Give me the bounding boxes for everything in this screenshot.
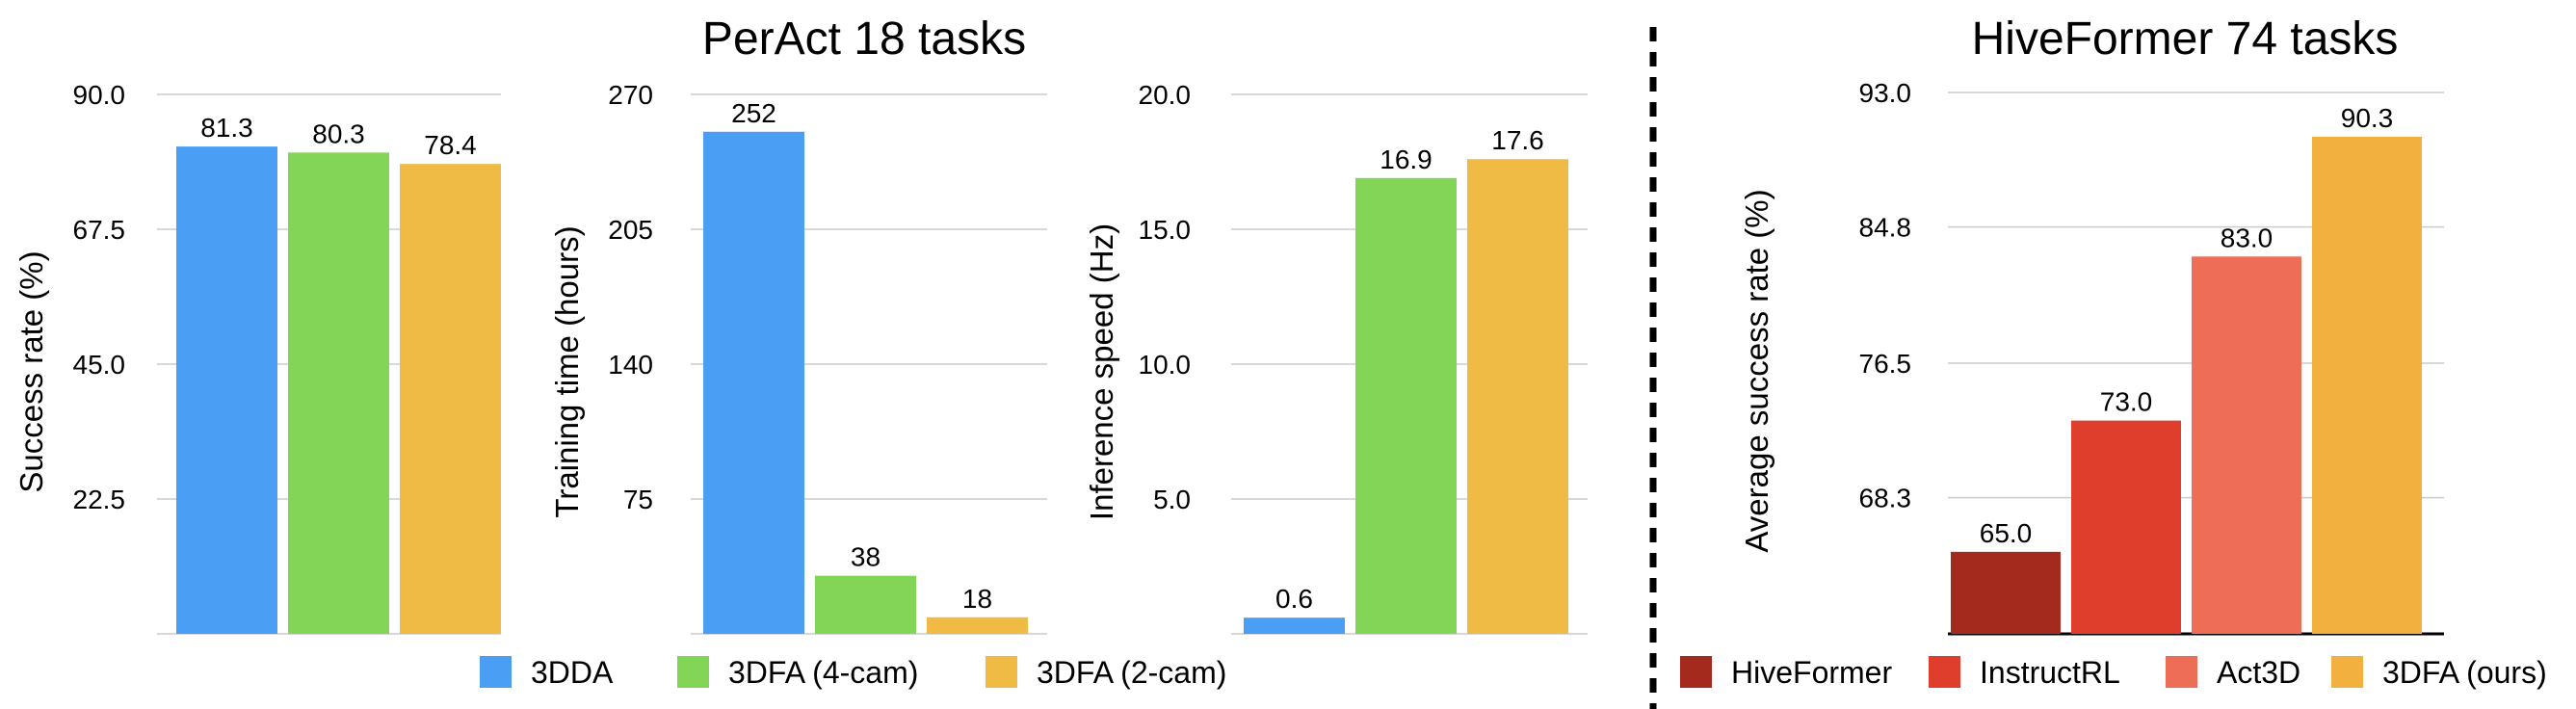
bar-3dda bbox=[1244, 617, 1345, 634]
value-label-3dda: 252 bbox=[731, 98, 776, 128]
y-tick-label: 93.0 bbox=[1859, 78, 1912, 108]
legend-label-3dfa-4cam: 3DFA (4-cam) bbox=[728, 655, 918, 690]
legend-swatch-3dda bbox=[480, 656, 512, 688]
hiveformer-success-chart: 68.3 76.5 84.8 93.0 65.0 73.0 83.0 90.3 Average … bbox=[1739, 78, 2444, 636]
bar-3dfa-4-cam bbox=[1355, 177, 1457, 635]
bar-3dfa-2-cam bbox=[927, 617, 1028, 634]
value-label-hiveformer: 65.0 bbox=[1980, 518, 2033, 548]
y-tick-label: 67.5 bbox=[73, 215, 126, 245]
left-legend: 3DDA 3DFA (4-cam) 3DFA (2-cam) bbox=[480, 655, 1226, 690]
y-tick-label: 10.0 bbox=[1139, 350, 1192, 380]
legend-label-act3d: Act3D bbox=[2217, 655, 2300, 690]
legend-swatch-act3d bbox=[2166, 656, 2197, 688]
legend-label-3dda: 3DDA bbox=[531, 655, 614, 690]
legend-label-3dfa-2cam: 3DFA (2-cam) bbox=[1037, 655, 1226, 690]
value-label-instructrl: 73.0 bbox=[2100, 387, 2153, 417]
y-tick-label: 76.5 bbox=[1859, 349, 1912, 379]
value-label-3dfa-ours: 90.3 bbox=[2341, 103, 2394, 133]
legend-swatch-3dfa-4cam bbox=[677, 656, 709, 688]
y-tick-label: 270 bbox=[608, 80, 653, 110]
legend-label-hiveformer: HiveFormer bbox=[1731, 655, 1892, 690]
y-tick-label: 90.0 bbox=[73, 80, 126, 110]
value-label-3dda: 0.6 bbox=[1275, 584, 1313, 614]
legend-label-3dfa-ours: 3DFA (ours) bbox=[2382, 655, 2547, 690]
value-label-3dfa-2-cam: 18 bbox=[962, 584, 992, 614]
y-tick-label: 140 bbox=[608, 350, 653, 380]
value-label-3dfa-4-cam: 16.9 bbox=[1380, 144, 1433, 174]
bar-3dfa-4-cam bbox=[815, 575, 916, 634]
training-time-chart: 75 140 205 270 252 38 18 Training time (hours) bbox=[549, 80, 1047, 635]
bar-hiveformer bbox=[1951, 551, 2061, 634]
legend-label-instructrl: InstructRL bbox=[1980, 655, 2120, 690]
y-axis-label: Training time (hours) bbox=[549, 225, 585, 517]
y-tick-label: 84.8 bbox=[1859, 213, 1912, 243]
bar-instructrl bbox=[2071, 420, 2181, 634]
bar-act3d bbox=[2192, 256, 2301, 634]
value-label-act3d: 83.0 bbox=[2221, 223, 2274, 252]
value-label-3dfa-2-cam: 17.6 bbox=[1491, 125, 1544, 155]
bar-3dfa-2-cam bbox=[400, 164, 501, 634]
y-axis-label: Inference speed (Hz) bbox=[1084, 223, 1119, 520]
bar-3dda bbox=[176, 146, 277, 634]
legend-swatch-3dfa-ours bbox=[2331, 656, 2363, 688]
y-tick-label: 20.0 bbox=[1139, 80, 1192, 110]
bar-3dda bbox=[703, 131, 804, 634]
bar-3dfa-4-cam bbox=[288, 152, 389, 634]
y-tick-label: 22.5 bbox=[73, 485, 126, 514]
legend-swatch-3dfa-2cam bbox=[986, 656, 1017, 688]
y-tick-label: 68.3 bbox=[1859, 484, 1912, 513]
y-tick-label: 45.0 bbox=[73, 350, 126, 380]
right-legend: HiveFormer InstructRL Act3D 3DFA (ours) bbox=[1680, 655, 2547, 690]
value-label-3dda: 81.3 bbox=[200, 113, 253, 143]
legend-swatch-instructrl bbox=[1929, 656, 1960, 688]
value-label-3dfa-4-cam: 38 bbox=[851, 542, 881, 572]
y-tick-label: 5.0 bbox=[1153, 485, 1191, 514]
bar-3dfa-2-cam bbox=[1467, 159, 1568, 634]
y-axis-label: Success rate (%) bbox=[13, 250, 49, 492]
y-tick-label: 205 bbox=[608, 215, 653, 245]
value-label-3dfa-2-cam: 78.4 bbox=[424, 130, 477, 160]
value-label-3dfa-4-cam: 80.3 bbox=[312, 118, 365, 148]
legend-swatch-hiveformer bbox=[1680, 656, 1712, 688]
right-group-title: HiveFormer 74 tasks bbox=[1972, 13, 2399, 65]
inference-speed-chart: 5.0 10.0 15.0 20.0 0.6 16.9 17.6 Inference spee… bbox=[1084, 80, 1588, 635]
y-tick-label: 15.0 bbox=[1139, 215, 1192, 245]
left-group-title: PerAct 18 tasks bbox=[702, 13, 1026, 65]
y-axis-label: Average success rate (%) bbox=[1739, 189, 1774, 552]
y-tick-label: 75 bbox=[623, 485, 653, 514]
bar-3dfa-ours bbox=[2312, 136, 2422, 634]
success-rate-chart: 22.5 45.0 67.5 90.0 81.3 80.3 78.4 Success rate… bbox=[13, 80, 501, 635]
